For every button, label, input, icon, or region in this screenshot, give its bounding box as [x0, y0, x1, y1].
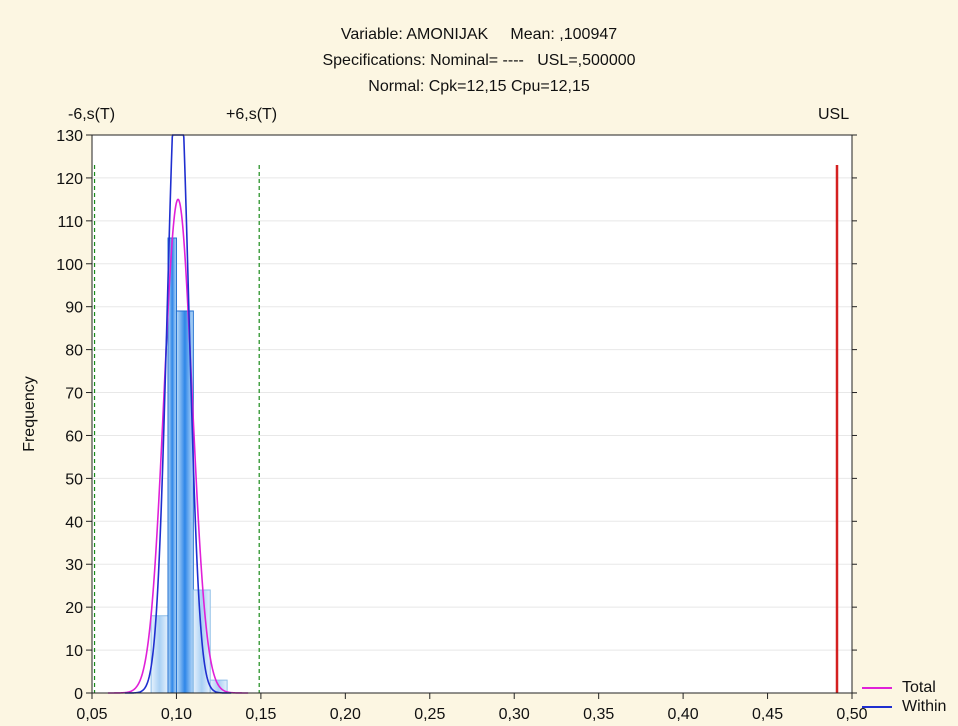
legend-item-within: Within — [862, 698, 958, 716]
x-tick-label: 0,25 — [414, 706, 445, 723]
x-tick-label: 0,40 — [668, 706, 699, 723]
y-tick-label: 20 — [65, 600, 83, 617]
minus-6s-label: -6,s(T) — [68, 106, 116, 123]
legend-item-total: Total — [862, 679, 958, 697]
y-tick-label: 90 — [65, 300, 83, 317]
y-tick-label: 40 — [65, 514, 83, 531]
legend-label-within: Within — [902, 698, 947, 715]
y-tick-label: 80 — [65, 343, 83, 360]
y-tick-label: 10 — [65, 643, 83, 660]
y-tick-label: 110 — [57, 214, 83, 231]
plot-background — [92, 135, 852, 693]
x-tick-label: 0,50 — [836, 706, 867, 723]
chart-title-line-2: Specifications: Nominal= ---- USL=,50000… — [322, 52, 636, 69]
plus-6s-label: +6,s(T) — [226, 106, 278, 123]
legend-swatch-total — [862, 687, 892, 689]
histogram-bar — [167, 237, 177, 694]
usl-label: USL — [818, 106, 850, 123]
y-tick-label: 70 — [65, 386, 83, 403]
x-tick-label: 0,15 — [245, 706, 276, 723]
spec-lines — [93, 165, 839, 693]
y-tick-label: 100 — [56, 257, 83, 274]
y-tick-label: 30 — [65, 557, 83, 574]
grid-lines — [92, 177, 852, 651]
chart-title-line-1: Variable: AMONIJAK Mean: ,100947 — [340, 26, 618, 43]
x-tick-label: 0,45 — [752, 706, 783, 723]
x-tick-label: 0,10 — [161, 706, 192, 723]
x-tick-label: 0,20 — [330, 706, 361, 723]
legend-swatch-within — [862, 706, 892, 708]
y-axis: 0 10 20 30 40 50 60 70 80 90 100 110 120 130 — [56, 128, 857, 703]
chart-title-line-3: Normal: Cpk=12,15 Cpu=12,15 — [368, 78, 590, 95]
x-tick-label: 0,35 — [583, 706, 614, 723]
y-tick-label: 0 — [74, 686, 83, 703]
histogram-bar — [150, 615, 169, 694]
y-tick-label: 120 — [56, 171, 83, 188]
y-tick-label: 130 — [56, 128, 83, 145]
y-tick-label: 60 — [65, 428, 83, 445]
x-axis: 0,05 0,10 0,15 0,20 0,25 0,30 0,35 0,40 0,45 0,50 — [76, 693, 868, 723]
x-tick-label: 0,30 — [499, 706, 530, 723]
normal-curve-total — [107, 198, 249, 694]
plot-frame — [91, 134, 853, 694]
x-tick-label: 0,05 — [76, 706, 107, 723]
y-axis-label: Frequency — [21, 376, 38, 452]
legend-label-total: Total — [902, 679, 936, 696]
y-tick-label: 50 — [65, 471, 83, 488]
